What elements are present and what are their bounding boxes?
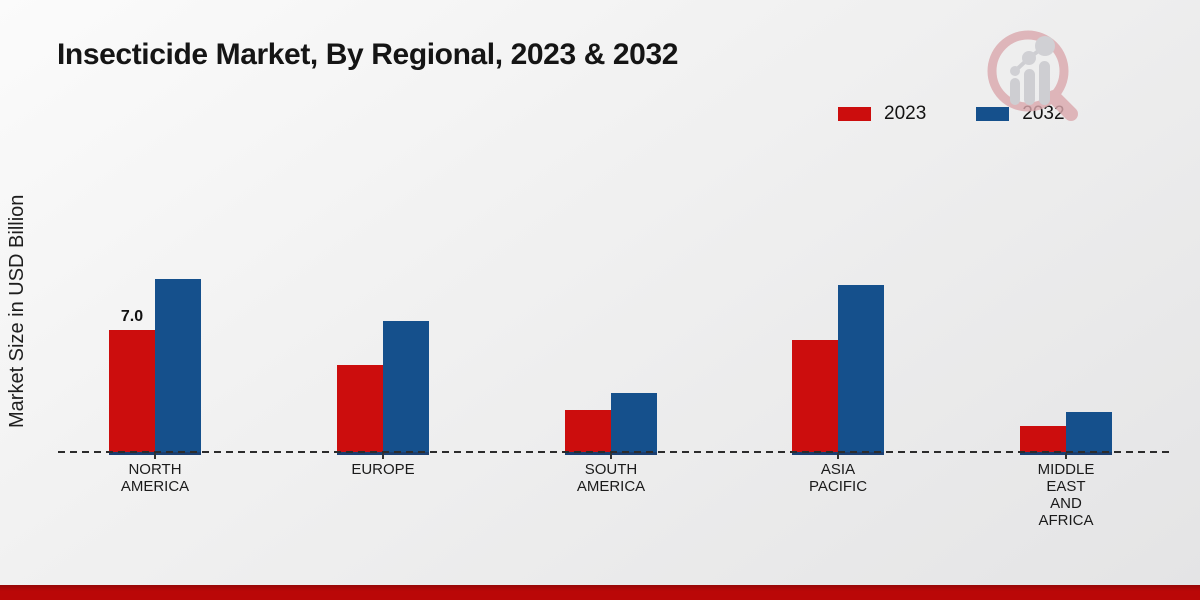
x-axis-category-label: MIDDLE EAST AND AFRICA xyxy=(1037,461,1095,529)
brand-logo-icon xyxy=(987,30,1078,121)
x-axis-category-label: SOUTH AMERICA xyxy=(576,461,646,495)
x-axis-category-label: ASIA PACIFIC xyxy=(808,461,868,495)
bar-2032-south-america xyxy=(611,393,657,455)
bar-2032-north-america xyxy=(155,279,201,455)
bar-2023-north-america xyxy=(109,330,155,455)
legend-label: 2023 xyxy=(884,103,927,124)
bar-2023-middle-east-and-africa xyxy=(1020,426,1066,455)
bar-2032-europe xyxy=(383,321,429,455)
legend-item-2023: 2023 xyxy=(838,103,926,125)
bar-2032-asia-pacific xyxy=(838,285,884,455)
bar-2023-europe xyxy=(337,365,383,455)
legend-swatch-2032 xyxy=(976,107,1010,121)
x-axis-tick xyxy=(610,453,612,459)
x-axis-baseline xyxy=(58,451,1170,453)
x-axis-tick xyxy=(837,453,839,459)
chart-title: Insecticide Market, By Regional, 2023 & … xyxy=(57,38,679,71)
x-axis-category-label: EUROPE xyxy=(351,461,415,478)
x-axis-tick xyxy=(382,453,384,459)
bar-2023-south-america xyxy=(565,410,611,455)
bar-value-label: 7.0 xyxy=(120,308,144,325)
x-axis-category-label: NORTH AMERICA xyxy=(120,461,190,495)
x-axis-tick xyxy=(154,453,156,459)
x-axis-tick xyxy=(1065,453,1067,459)
bar-2023-asia-pacific xyxy=(792,340,838,455)
bar-2032-middle-east-and-africa xyxy=(1066,412,1112,455)
bottom-accent-bar xyxy=(0,585,1200,600)
legend-swatch-2023 xyxy=(838,107,871,121)
